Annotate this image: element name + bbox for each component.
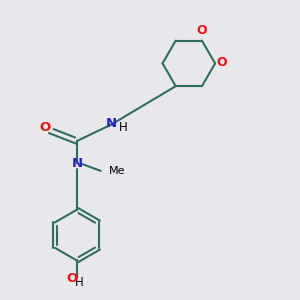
Text: N: N xyxy=(106,117,117,130)
Text: O: O xyxy=(216,56,227,69)
Text: O: O xyxy=(67,272,78,285)
Text: H: H xyxy=(119,121,128,134)
Text: O: O xyxy=(40,121,51,134)
Text: O: O xyxy=(196,24,207,37)
Text: H: H xyxy=(75,276,84,289)
Text: Me: Me xyxy=(109,166,126,176)
Text: N: N xyxy=(71,157,82,170)
